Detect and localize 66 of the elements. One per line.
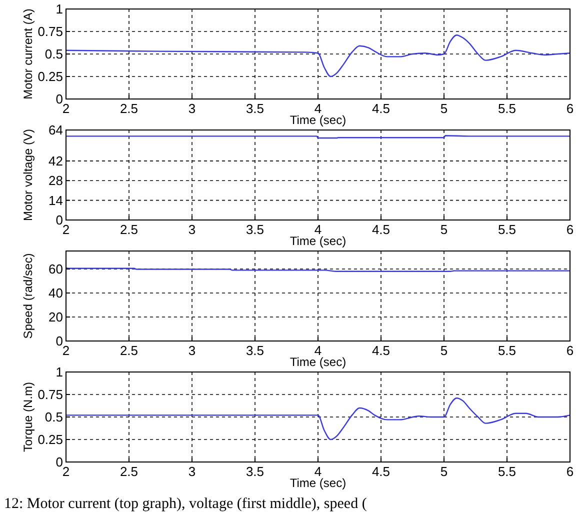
x-tick-label: 4 bbox=[314, 222, 322, 237]
y-tick-label: 0.5 bbox=[44, 410, 63, 424]
x-tick-label: 2.5 bbox=[120, 222, 138, 237]
x-tick-label: 6 bbox=[566, 222, 574, 237]
x-tick-label: 2.5 bbox=[120, 101, 138, 116]
y-tick-label: 20 bbox=[48, 310, 63, 324]
x-axis-title: Time (sec) bbox=[290, 355, 346, 369]
y-tick-label: 1 bbox=[56, 2, 63, 16]
y-tick-label: 40 bbox=[48, 286, 63, 300]
y-tick-label: 0 bbox=[56, 454, 63, 470]
y-tick-label: 0.75 bbox=[38, 24, 63, 39]
x-tick-label: 2 bbox=[62, 101, 70, 116]
y-axis-title: Speed (rad/sec) bbox=[21, 253, 35, 339]
x-tick-label: 3 bbox=[188, 343, 196, 358]
text: 12: Motor current (top graph), voltage (first middle), speed ( bbox=[4, 496, 367, 512]
line-series bbox=[65, 34, 571, 78]
line-series bbox=[65, 398, 571, 440]
y-tick-label: 0.25 bbox=[38, 69, 63, 84]
x-tick-label: 3 bbox=[188, 222, 196, 237]
x-tick-label: 5 bbox=[440, 343, 448, 358]
x-tick-label: 3.5 bbox=[246, 343, 264, 358]
x-tick-label: 4.5 bbox=[372, 222, 390, 237]
x-tick-label: 4 bbox=[314, 101, 322, 116]
y-tick-label: 0 bbox=[56, 92, 63, 106]
x-axis-title: Time (sec) bbox=[290, 113, 346, 127]
x-tick-label: 4.5 bbox=[372, 464, 390, 479]
y-axis-title: Motor voltage (V) bbox=[21, 128, 35, 222]
x-tick-label: 4.5 bbox=[372, 343, 390, 358]
y-tick-label: 1 bbox=[56, 364, 63, 380]
x-tick-label: 5.5 bbox=[498, 101, 516, 116]
y-axis-title: Torque (N.m) bbox=[21, 382, 35, 452]
y-tick-label: 28 bbox=[48, 173, 63, 188]
x-tick-label: 6 bbox=[566, 101, 574, 116]
y-tick-label: 0.5 bbox=[44, 46, 63, 62]
x-tick-label: 5.5 bbox=[498, 343, 516, 358]
x-tick-label: 2 bbox=[62, 343, 70, 358]
y-tick-label: 14 bbox=[48, 192, 63, 208]
x-tick-label: 2.5 bbox=[120, 464, 138, 479]
x-tick-label: 2 bbox=[62, 222, 70, 237]
x-tick-label: 5 bbox=[440, 464, 448, 479]
x-tick-label: 3.5 bbox=[246, 464, 264, 479]
y-tick-label: 60 bbox=[48, 262, 63, 276]
x-tick-label: 3.5 bbox=[246, 222, 264, 237]
x-tick-label: 5.5 bbox=[498, 464, 516, 479]
y-tick-label: 42 bbox=[48, 153, 63, 168]
x-tick-label: 4 bbox=[314, 464, 322, 479]
x-tick-label: 4 bbox=[314, 343, 322, 358]
y-tick-label: 0 bbox=[56, 212, 63, 228]
x-tick-label: 3 bbox=[188, 101, 196, 116]
x-tick-label: 5.5 bbox=[498, 222, 516, 237]
x-tick-label: 5 bbox=[440, 101, 448, 116]
y-tick-label: 0.25 bbox=[38, 432, 63, 447]
y-axis-title: Motor current (A) bbox=[21, 8, 35, 100]
y-tick-label: 0.75 bbox=[38, 387, 63, 402]
x-axis-title: Time (sec) bbox=[290, 476, 346, 490]
x-tick-label: 5 bbox=[440, 222, 448, 237]
x-tick-label: 3.5 bbox=[246, 101, 264, 116]
y-tick-label: 0 bbox=[56, 334, 63, 348]
x-tick-label: 6 bbox=[566, 464, 574, 479]
x-tick-label: 6 bbox=[566, 343, 574, 358]
x-tick-label: 3 bbox=[188, 464, 196, 479]
x-tick-label: 2.5 bbox=[120, 343, 138, 358]
x-tick-label: 4.5 bbox=[372, 101, 390, 116]
x-tick-label: 2 bbox=[62, 464, 70, 479]
x-axis-title: Time (sec) bbox=[290, 234, 346, 248]
y-tick-label: 64 bbox=[48, 122, 63, 138]
